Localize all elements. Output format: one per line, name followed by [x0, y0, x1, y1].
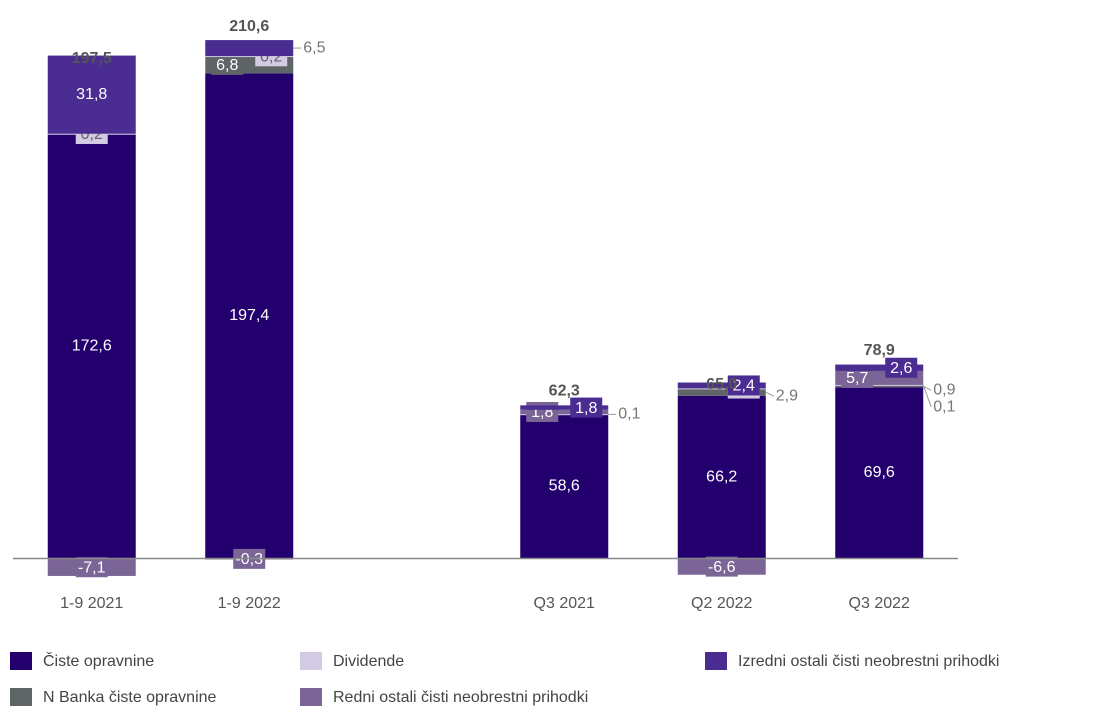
data-label: 58,6: [549, 478, 580, 495]
bar-segment: [677, 388, 766, 396]
legend-label: N Banka čiste opravnine: [43, 689, 217, 706]
label-box: [75, 557, 108, 578]
data-label: 69,6: [864, 464, 895, 481]
legend-label: Redni ostali čisti neobrestni prihodki: [333, 689, 588, 706]
data-label: 2,6: [890, 360, 912, 377]
data-label: 2,9: [776, 387, 798, 404]
bar-segment: [205, 73, 294, 559]
bar-segment: [520, 414, 609, 416]
leader-line: [922, 384, 932, 408]
leader-line: [923, 385, 932, 391]
legend-swatch: [10, 652, 32, 670]
bar-segment: [47, 134, 136, 559]
data-label: 2,4: [733, 378, 755, 395]
x-tick-label: Q3 2022: [849, 595, 910, 612]
data-label: 5,7: [846, 370, 868, 387]
label-box: [841, 367, 874, 388]
legend-label: Izredni ostali čisti neobrestni prihodki: [738, 653, 999, 670]
legend-swatch: [300, 688, 322, 706]
bar-segment: [835, 385, 924, 388]
data-label: 0,1: [618, 406, 640, 423]
bar-segment: [677, 395, 766, 559]
bar-segment: [835, 384, 924, 386]
legend-swatch: [705, 652, 727, 670]
legend-swatch: [300, 652, 322, 670]
total-label: 210,6: [229, 18, 269, 35]
data-label: 31,8: [76, 86, 107, 103]
x-tick-label: 1-9 2021: [60, 595, 123, 612]
legend-swatch: [10, 688, 32, 706]
bar-segment: [835, 364, 924, 371]
bar-segment: [835, 387, 924, 559]
data-label: -7,1: [78, 559, 106, 576]
bar-segment: [677, 382, 766, 389]
label-box: [705, 556, 738, 577]
x-tick-label: 1-9 2022: [218, 595, 281, 612]
x-tick-label: Q3 2021: [534, 595, 595, 612]
data-label: 172,6: [72, 338, 112, 355]
legend-label: Dividende: [333, 653, 404, 670]
bar-segment: [520, 414, 609, 559]
total-label: 65,0: [706, 376, 737, 393]
data-label: -6,6: [708, 559, 736, 576]
bar-segment: [520, 409, 609, 415]
data-label: 6,5: [303, 39, 325, 56]
bar-segment: [205, 40, 294, 57]
data-label: 6,8: [216, 57, 238, 74]
label-box: [885, 357, 918, 378]
leader-line: [765, 391, 774, 397]
data-label: 1,8: [575, 400, 597, 417]
total-label: 62,3: [549, 383, 580, 400]
bar-segment: [205, 56, 294, 58]
data-label: 66,2: [706, 468, 737, 485]
x-tick-label: Q2 2022: [691, 595, 752, 612]
total-label: 78,9: [864, 342, 895, 359]
data-label: -0,3: [235, 551, 263, 568]
label-box: [570, 397, 603, 418]
data-label: 197,4: [229, 307, 269, 324]
bar-segment: [520, 405, 609, 410]
total-label: 197,5: [72, 50, 112, 67]
bar-segment: [677, 388, 766, 390]
legend-label: Čiste opravnine: [43, 651, 154, 670]
data-label: 0,1: [933, 398, 955, 415]
data-label: 0,9: [933, 382, 955, 399]
bar-segment: [47, 55, 136, 134]
label-box: [727, 375, 760, 396]
label-box: [211, 54, 244, 75]
